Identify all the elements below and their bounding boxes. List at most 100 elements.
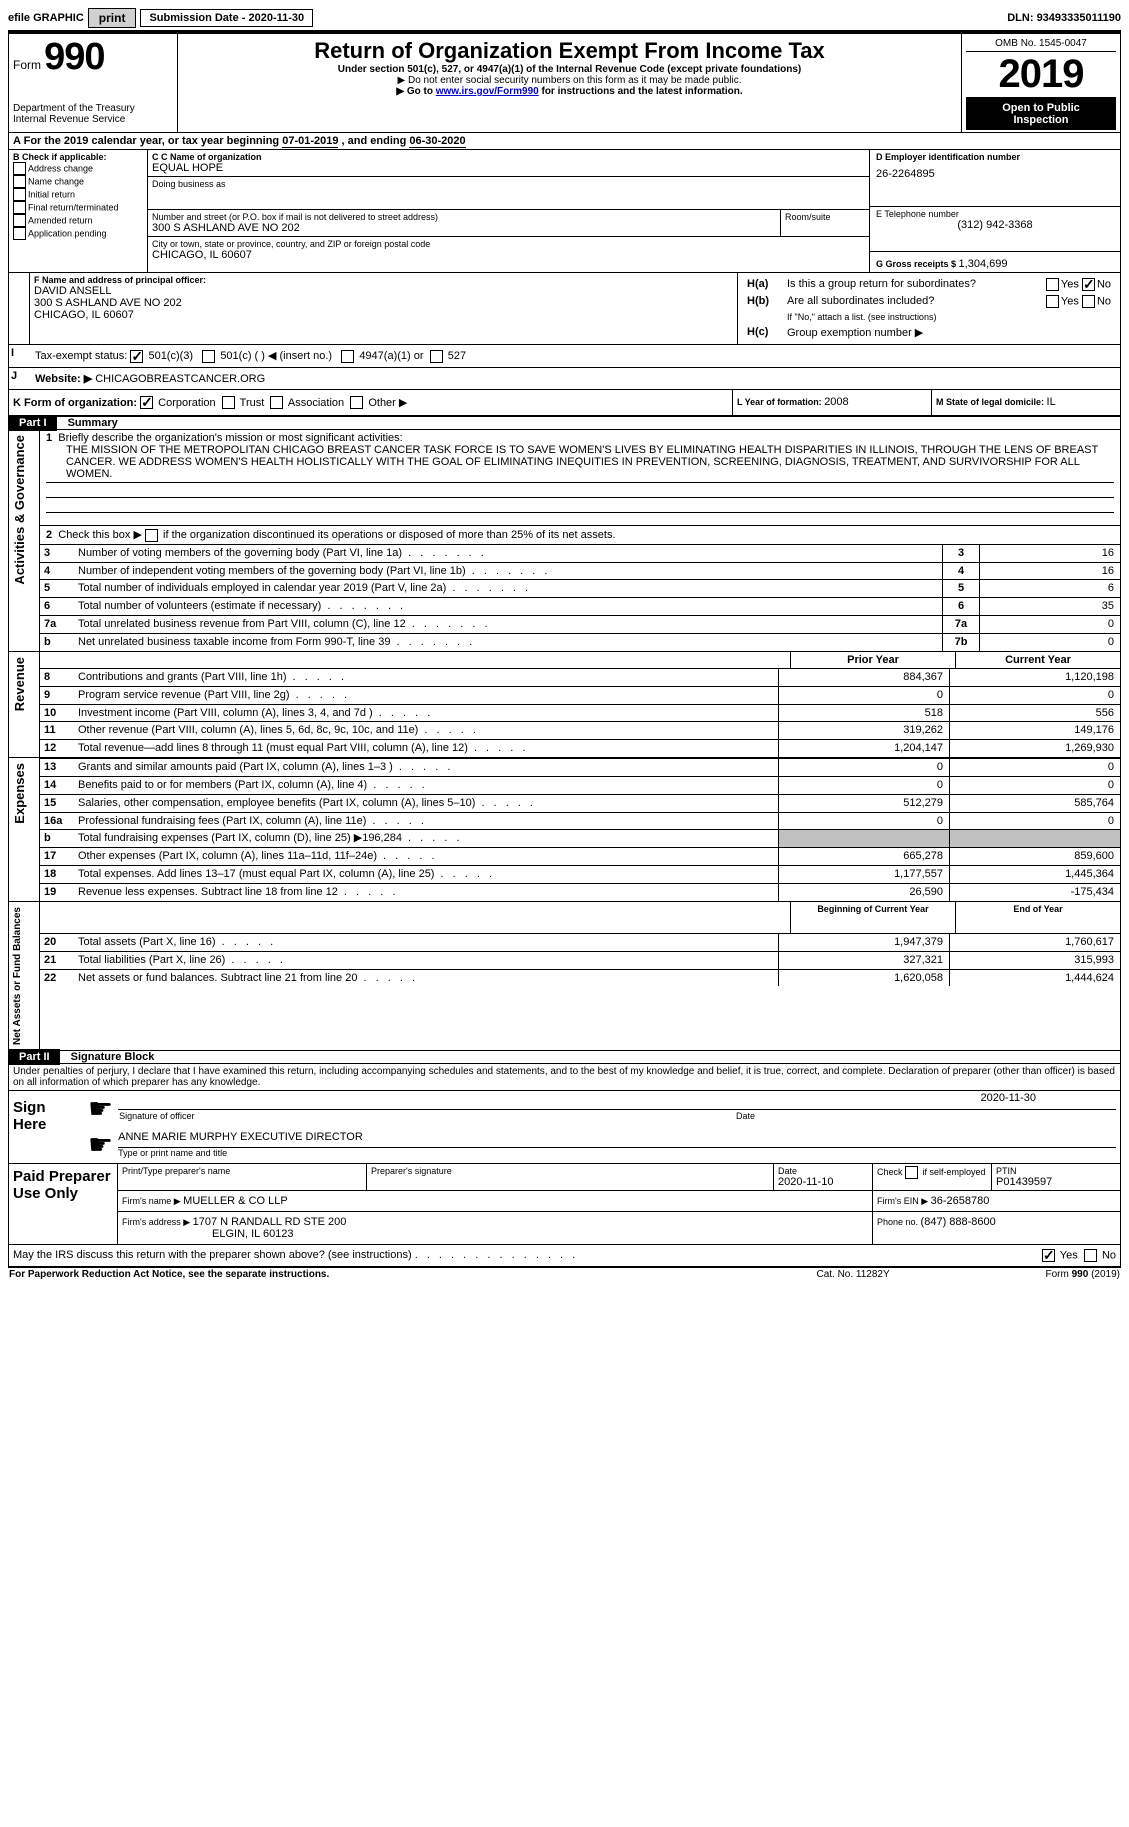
ha-label: H(a) [746, 277, 784, 292]
city-label: City or town, state or province, country… [152, 239, 865, 249]
line-14: 14Benefits paid to or for members (Part … [40, 776, 1120, 794]
chk-initial-return[interactable]: Initial return [13, 188, 143, 201]
sidebar-exp: Expenses [10, 759, 29, 828]
part2-label: Part II [9, 1049, 60, 1065]
chk-501c[interactable] [202, 350, 215, 363]
chk-assoc[interactable] [270, 396, 283, 409]
chk-amended[interactable]: Amended return [13, 214, 143, 227]
discuss-text: May the IRS discuss this return with the… [13, 1249, 412, 1261]
hc-label: H(c) [746, 325, 784, 340]
dba-label: Doing business as [152, 179, 865, 189]
line-12: 12Total revenue—add lines 8 through 11 (… [40, 740, 1120, 757]
chk-4947[interactable] [341, 350, 354, 363]
hb-yes[interactable] [1046, 295, 1059, 308]
subtitle: Under section 501(c), 527, or 4947(a)(1)… [188, 64, 951, 75]
print-button[interactable]: print [88, 8, 137, 28]
prep-date-label: Date [778, 1166, 868, 1176]
open-to-public: Open to Public Inspection [966, 98, 1116, 130]
line-5: 5Total number of individuals employed in… [40, 580, 1120, 598]
chk-final-return[interactable]: Final return/terminated [13, 201, 143, 214]
domicile-label: M State of legal domicile: [936, 397, 1047, 407]
sidebar-ag: Activities & Governance [10, 431, 29, 589]
officer-addr: 300 S ASHLAND AVE NO 202 [34, 297, 733, 309]
chk-501c3[interactable] [130, 350, 143, 363]
chk-other[interactable] [350, 396, 363, 409]
period-line: A For the 2019 calendar year, or tax yea… [8, 133, 1121, 150]
line-21: 21Total liabilities (Part X, line 26) . … [40, 951, 1120, 969]
hb-label: H(b) [746, 294, 784, 309]
discuss-yes[interactable] [1042, 1249, 1055, 1262]
year-formation: 2008 [824, 396, 848, 408]
prior-year-hdr: Prior Year [791, 651, 956, 668]
officer-name: DAVID ANSELL [34, 285, 733, 297]
firm-name: MUELLER & CO LLP [183, 1195, 288, 1207]
hb-no[interactable] [1082, 295, 1095, 308]
line-16a: 16aProfessional fundraising fees (Part I… [40, 812, 1120, 830]
org-name-label: C C Name of organization [152, 152, 865, 162]
chk-address-change[interactable]: Address change [13, 162, 143, 175]
addr-label: Number and street (or P.O. box if mail i… [152, 212, 776, 222]
officer-label: F Name and address of principal officer: [34, 275, 733, 285]
footer-mid: Cat. No. 11282Y [765, 1268, 942, 1281]
line-7a: 7aTotal unrelated business revenue from … [40, 616, 1120, 634]
sign-here: Sign Here [9, 1091, 88, 1164]
firm-phone: (847) 888-8600 [921, 1216, 996, 1228]
line-15: 15Salaries, other compensation, employee… [40, 794, 1120, 812]
firm-name-label: Firm's name ▶ [122, 1196, 183, 1206]
line-6: 6Total number of volunteers (estimate if… [40, 598, 1120, 616]
sig-officer-label: Signature of officer [118, 1109, 735, 1122]
efile-label: efile GRAPHIC [8, 12, 84, 24]
note-goto: ▶ Go to www.irs.gov/Form990 for instruct… [188, 86, 951, 97]
org-address: 300 S ASHLAND AVE NO 202 [152, 222, 776, 234]
self-employed: Check if self-employed [873, 1164, 992, 1191]
line-4: 4Number of independent voting members of… [40, 562, 1120, 580]
sig-date: 2020-11-30 [735, 1091, 1116, 1110]
ha-yes[interactable] [1046, 278, 1059, 291]
org-name: EQUAL HOPE [152, 162, 865, 174]
top-bar: efile GRAPHIC print Submission Date - 20… [8, 8, 1121, 28]
firm-addr-label: Firm's address ▶ [122, 1217, 193, 1227]
irs-link[interactable]: www.irs.gov/Form990 [436, 86, 539, 97]
hc-text: Group exemption number ▶ [786, 325, 1112, 340]
website-label: Website: ▶ [35, 373, 92, 385]
chk-527[interactable] [430, 350, 443, 363]
sidebar-rev: Revenue [10, 653, 29, 715]
line-19: 19Revenue less expenses. Subtract line 1… [40, 883, 1120, 900]
eoy-hdr: End of Year [956, 901, 1121, 933]
website: CHICAGOBREASTCANCER.ORG [95, 373, 265, 385]
line-10: 10Investment income (Part VIII, column (… [40, 704, 1120, 722]
discuss-no[interactable] [1084, 1249, 1097, 1262]
dln: DLN: 93493335011190 [1007, 12, 1121, 24]
submission-date: Submission Date - 2020-11-30 [140, 9, 313, 27]
line-b: bTotal fundraising expenses (Part IX, co… [40, 830, 1120, 848]
line-11: 11Other revenue (Part VIII, column (A), … [40, 722, 1120, 740]
ha-text: Is this a group return for subordinates? [786, 277, 1018, 292]
paid-preparer-label: Paid Preparer Use Only [9, 1164, 118, 1245]
line-9: 9Program service revenue (Part VIII, lin… [40, 686, 1120, 704]
ptin: P01439597 [996, 1176, 1116, 1188]
footer-left: For Paperwork Reduction Act Notice, see … [8, 1268, 765, 1281]
gross-receipts: 1,304,699 [959, 258, 1008, 270]
line-22: 22Net assets or fund balances. Subtract … [40, 969, 1120, 986]
chk-name-change[interactable]: Name change [13, 175, 143, 188]
name-title-label: Type or print name and title [118, 1148, 1116, 1158]
chk-discontinued[interactable] [145, 529, 158, 542]
chk-self-employed[interactable] [905, 1166, 918, 1179]
ha-no[interactable] [1082, 278, 1095, 291]
box-b-label: B Check if applicable: [13, 152, 143, 162]
prep-sig-label: Preparer's signature [371, 1166, 769, 1176]
line-13: 13Grants and similar amounts paid (Part … [40, 759, 1120, 777]
return-title: Return of Organization Exempt From Incom… [188, 38, 951, 64]
domicile: IL [1047, 396, 1056, 408]
chk-application-pending[interactable]: Application pending [13, 227, 143, 240]
phone: (312) 942-3368 [876, 219, 1114, 231]
line-17: 17Other expenses (Part IX, column (A), l… [40, 848, 1120, 866]
org-city: CHICAGO, IL 60607 [152, 249, 865, 261]
sig-date-label: Date [735, 1109, 1116, 1122]
gross-label: G Gross receipts $ [876, 259, 959, 269]
chk-trust[interactable] [222, 396, 235, 409]
perjury-text: Under penalties of perjury, I declare th… [8, 1063, 1121, 1091]
chk-corp[interactable] [140, 396, 153, 409]
ptin-label: PTIN [996, 1166, 1116, 1176]
firm-ein: 36-2658780 [931, 1195, 990, 1207]
